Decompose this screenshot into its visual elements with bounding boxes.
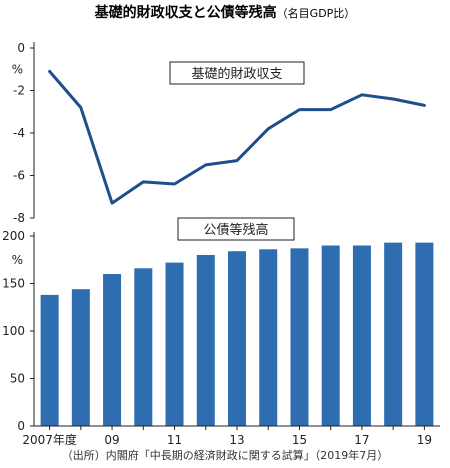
bar-y-tick-label: 100 [2, 324, 25, 338]
chart-title-sub: （名目GDP比） [277, 6, 356, 20]
x-tick-label: 15 [292, 433, 307, 447]
debt-bar [103, 274, 122, 426]
bar-y-tick-label: 150 [2, 277, 25, 291]
debt-bar [352, 245, 371, 426]
line-unit-label: % [12, 62, 23, 76]
debt-bar [40, 294, 59, 426]
debt-bar [259, 249, 278, 426]
x-tick-label: 13 [229, 433, 244, 447]
debt-bar [415, 242, 434, 426]
bar-series-box [177, 217, 295, 241]
line-series-label: 基礎的財政収支 [191, 66, 282, 82]
debt-bar [165, 262, 184, 426]
debt-bar [196, 255, 215, 426]
x-tick-label: 17 [354, 433, 369, 447]
bar-y-tick-label: 200 [2, 229, 25, 243]
line-series-box [169, 61, 305, 85]
x-axis: 2007年度 09 11 13 15 17 19 [22, 425, 440, 447]
primary-balance-line [48, 69, 426, 205]
line-y-tick-label: 0 [17, 41, 25, 55]
x-tick-label: 2007年度 [22, 432, 77, 447]
line-y-tick-label: -2 [13, 84, 25, 98]
debt-bar [384, 242, 403, 426]
debt-bar [134, 268, 153, 426]
debt-bar [290, 248, 309, 426]
debt-bar [321, 245, 340, 426]
x-tick-label: 11 [167, 433, 182, 447]
x-tick-label: 09 [104, 433, 119, 447]
line-y-tick-label: -4 [13, 126, 25, 140]
bar-y-tick-label: 0 [17, 419, 25, 433]
chart-title: 基礎的財政収支と公債等残高（名目GDP比） [95, 4, 356, 21]
debt-bar [71, 289, 90, 426]
primary-balance-chart: 0 -2 -4 -6 -8% 基礎的財政収支 [12, 41, 426, 225]
bar-unit-label: % [12, 253, 23, 267]
chart-title-main: 基礎的財政収支と公債等残高 [95, 4, 277, 21]
x-tick-label: 19 [417, 433, 432, 447]
bar-series-label: 公債等残高 [203, 222, 268, 238]
bar-y-tick-label: 50 [10, 372, 25, 386]
source-note: （出所）内閣府「中長期の経済財政に関する試算」（2019年7月） [62, 448, 389, 462]
debt-bar [228, 251, 246, 426]
public-debt-chart: 200 150 100 50 0% 公債等残高 [2, 217, 434, 433]
line-y-tick-label: -8 [13, 211, 25, 225]
line-y-tick-label: -6 [13, 169, 25, 183]
